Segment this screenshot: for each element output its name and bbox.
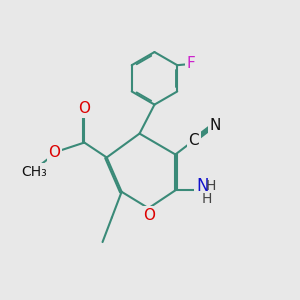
Text: CH₃: CH₃ — [22, 165, 47, 179]
Text: F: F — [187, 56, 196, 71]
Text: C: C — [189, 133, 199, 148]
Text: O: O — [78, 101, 90, 116]
Text: O: O — [49, 145, 61, 160]
Text: N: N — [196, 177, 208, 195]
Text: O: O — [143, 208, 155, 223]
Text: H: H — [206, 179, 216, 193]
Text: H: H — [202, 192, 212, 206]
Text: N: N — [209, 118, 221, 133]
